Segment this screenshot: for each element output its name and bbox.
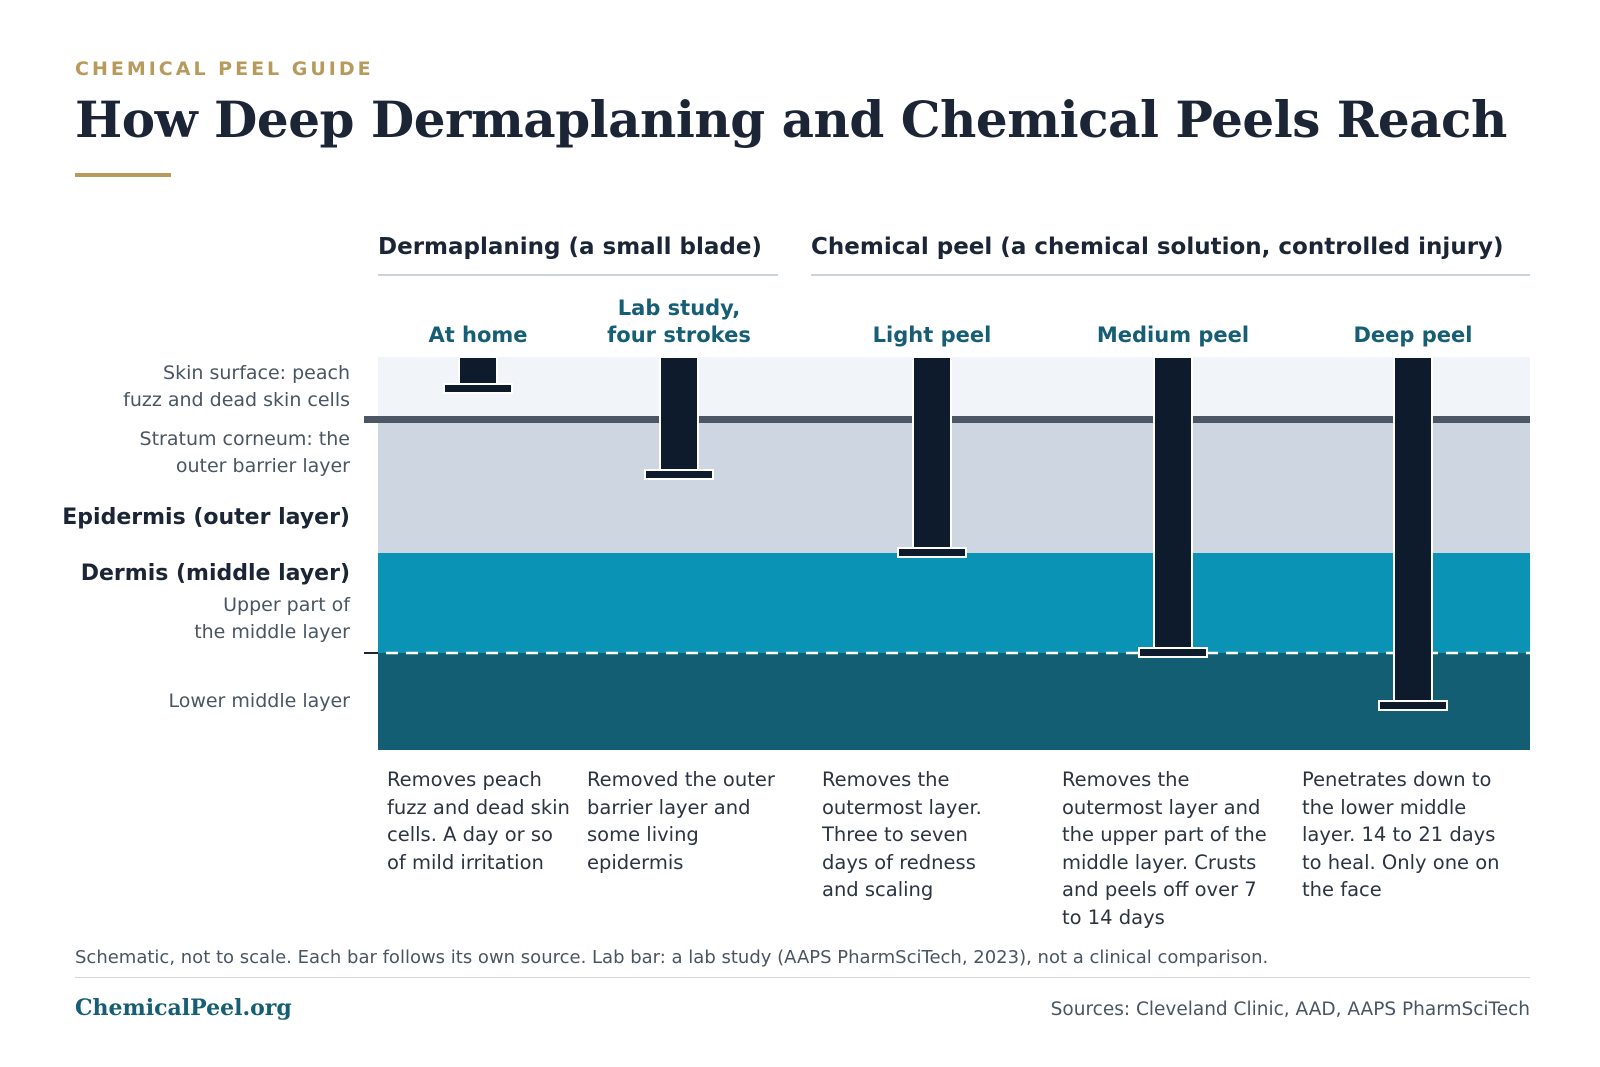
- group-rule-dermaplaning: [378, 274, 778, 276]
- depth-bar-at-home: [458, 356, 498, 388]
- layer-label-line: Stratum corneum: the: [139, 428, 350, 450]
- layer-label-dermis: Dermis (middle layer): [80, 561, 350, 586]
- layer-label-line: the middle layer: [194, 621, 350, 643]
- group-heading-chemical-peel: Chemical peel (a chemical solution, cont…: [811, 234, 1504, 260]
- depth-stopper-at-home: [443, 383, 513, 394]
- brand-logo[interactable]: ChemicalPeel.org: [75, 995, 292, 1021]
- title-underline: [75, 173, 171, 177]
- footer-divider: [75, 977, 1530, 978]
- column-heading-line: Lab study,: [617, 296, 741, 320]
- layer-label-line: fuzz and dead skin cells: [123, 389, 350, 411]
- depth-stopper-lab-study: [644, 469, 714, 480]
- layer-label-epidermis: Epidermis (outer layer): [62, 505, 350, 530]
- layer-label-skin-surface: Skin surface: peach fuzz and dead skin c…: [123, 360, 350, 414]
- column-heading-line: Medium peel: [1096, 323, 1250, 347]
- depth-stopper-medium-peel: [1138, 647, 1208, 658]
- layer-label-lower-dermis: Lower middle layer: [168, 690, 350, 712]
- depth-bars: [443, 356, 1448, 711]
- layer-surface: [378, 357, 1530, 419]
- layer-label-stratum-corneum: Stratum corneum: the outer barrier layer: [140, 426, 350, 480]
- column-heading-at-home: At home: [378, 322, 578, 349]
- group-heading-dermaplaning: Dermaplaning (a small blade): [378, 234, 762, 260]
- description-light-peel: Removes the outermost layer. Three to se…: [822, 768, 982, 901]
- column-heading-line: At home: [428, 323, 528, 347]
- column-heading-deep-peel: Deep peel: [1313, 322, 1513, 349]
- layer-label-upper-dermis: Upper part of the middle layer: [194, 592, 350, 646]
- column-heading-light-peel: Light peel: [832, 322, 1032, 349]
- sources-credit: Sources: Cleveland Clinic, AAD, AAPS Pha…: [1050, 999, 1530, 1020]
- layer-upper-dermis: [378, 553, 1530, 653]
- column-heading-line: Light peel: [872, 323, 992, 347]
- depth-bar-lab-study: [659, 356, 699, 474]
- page-title: How Deep Dermaplaning and Chemical Peels…: [75, 90, 1507, 149]
- depth-stopper-deep-peel: [1378, 700, 1448, 711]
- description-at-home: Removes peach fuzz and dead skin cells. …: [387, 768, 570, 874]
- depth-bar-medium-peel: [1153, 356, 1193, 652]
- layer-epidermis: [378, 419, 1530, 553]
- column-heading-lab-study: Lab study, four strokes: [579, 295, 779, 349]
- group-rule-chemical-peel: [811, 274, 1530, 276]
- column-heading-medium-peel: Medium peel: [1073, 322, 1273, 349]
- layer-label-line: Upper part of: [223, 594, 350, 616]
- description-deep-peel: Penetrates down to the lower middle laye…: [1302, 768, 1500, 901]
- layer-lower-dermis: [378, 653, 1530, 750]
- layer-label-line: Skin surface: peach: [163, 362, 350, 384]
- description-lab-study: Removed the outer barrier layer and some…: [587, 768, 775, 874]
- kicker: CHEMICAL PEEL GUIDE: [75, 58, 374, 80]
- description-medium-peel: Removes the outermost layer and the uppe…: [1062, 768, 1267, 929]
- layer-label-line: outer barrier layer: [175, 455, 350, 477]
- depth-stopper-light-peel: [897, 547, 967, 558]
- schematic-note: Schematic, not to scale. Each bar follow…: [75, 947, 1269, 968]
- depth-bar-deep-peel: [1393, 356, 1433, 705]
- depth-bar-light-peel: [912, 356, 952, 552]
- column-heading-line: Deep peel: [1353, 323, 1473, 347]
- column-heading-line: four strokes: [607, 323, 751, 347]
